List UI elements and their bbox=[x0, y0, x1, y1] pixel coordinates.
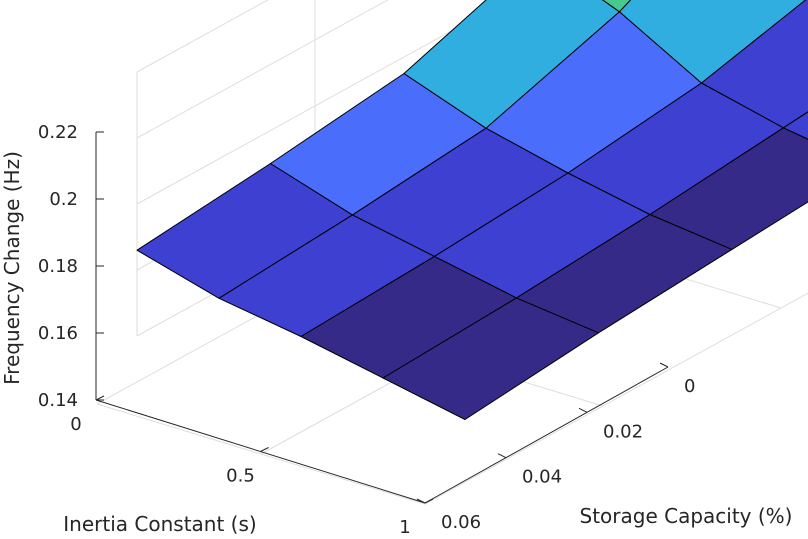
x-tick-mark bbox=[95, 395, 105, 401]
x-tick-mark bbox=[424, 498, 434, 504]
tick-labels: 0.14 0.16 0.18 0.2 0.22 0 0.5 1 0 0.02 0.04 0.06 bbox=[38, 122, 696, 538]
z-tick-label: 0.14 bbox=[38, 390, 78, 411]
z-tick-label: 0.2 bbox=[49, 189, 78, 210]
y-axis-line bbox=[424, 366, 669, 504]
y-tick-mark bbox=[416, 498, 426, 504]
surface-plot bbox=[136, 0, 808, 420]
z-tick-label: 0.16 bbox=[38, 323, 78, 344]
x-tick-label: 0.5 bbox=[226, 466, 255, 487]
x-tick-label: 0 bbox=[70, 414, 81, 435]
axes bbox=[95, 131, 669, 504]
grid-line bbox=[136, 0, 389, 139]
grid-line bbox=[424, 292, 808, 505]
surface-face bbox=[649, 127, 808, 250]
y-tick-label: 0.04 bbox=[522, 467, 562, 488]
grid-line bbox=[96, 403, 426, 505]
y-tick-label: 0 bbox=[684, 376, 695, 397]
z-tick-label: 0.22 bbox=[38, 122, 78, 143]
z-axis-label: Frequency Change (Hz) bbox=[0, 151, 24, 385]
x-tick-label: 1 bbox=[399, 517, 410, 538]
y-tick-mark bbox=[578, 407, 588, 413]
y-tick-label: 0.06 bbox=[441, 512, 481, 533]
grid-line bbox=[136, 0, 509, 205]
z-tick-label: 0.18 bbox=[38, 256, 78, 277]
x-axis-label: Inertia Constant (s) bbox=[63, 512, 256, 536]
y-tick-mark bbox=[497, 453, 507, 459]
surface-face bbox=[783, 111, 808, 140]
y-tick-mark bbox=[659, 362, 669, 368]
y-axis-label: Storage Capacity (%) bbox=[580, 504, 793, 528]
y-tick-label: 0.02 bbox=[603, 421, 643, 442]
x-tick-mark bbox=[260, 447, 269, 452]
grid-line bbox=[136, 0, 269, 73]
